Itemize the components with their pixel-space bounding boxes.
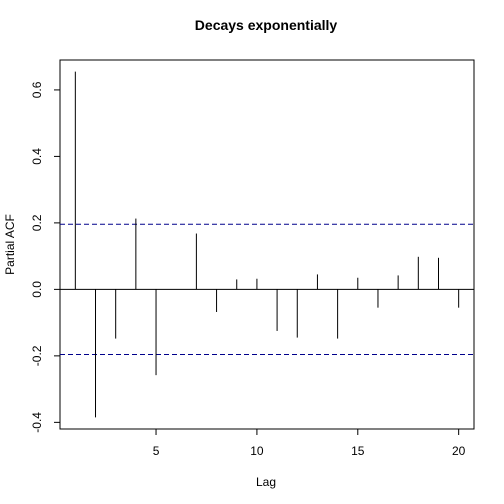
chart-marks	[60, 71, 474, 418]
chart-title: Decays exponentially	[195, 17, 338, 33]
y-tick-label: 0.0	[30, 281, 44, 298]
x-tick-label: 10	[250, 444, 264, 458]
y-tick-label: 0.4	[30, 148, 44, 165]
y-axis-label: Partial ACF	[3, 214, 17, 275]
plot-frame	[59, 59, 475, 430]
x-tick-label: 15	[351, 444, 365, 458]
y-tick-label: 0.6	[30, 81, 44, 98]
y-tick-label: -0.2	[30, 345, 44, 366]
y-tick-label: -0.4	[30, 412, 44, 433]
x-axis-label: Lag	[256, 475, 276, 489]
x-tick-label: 5	[153, 444, 160, 458]
y-tick-label: 0.2	[30, 214, 44, 231]
x-tick-label: 20	[452, 444, 466, 458]
axis-ticks: 5 10 15 20 -0.4 -0.2 0.0 0.2 0.4 0.6	[30, 81, 466, 458]
